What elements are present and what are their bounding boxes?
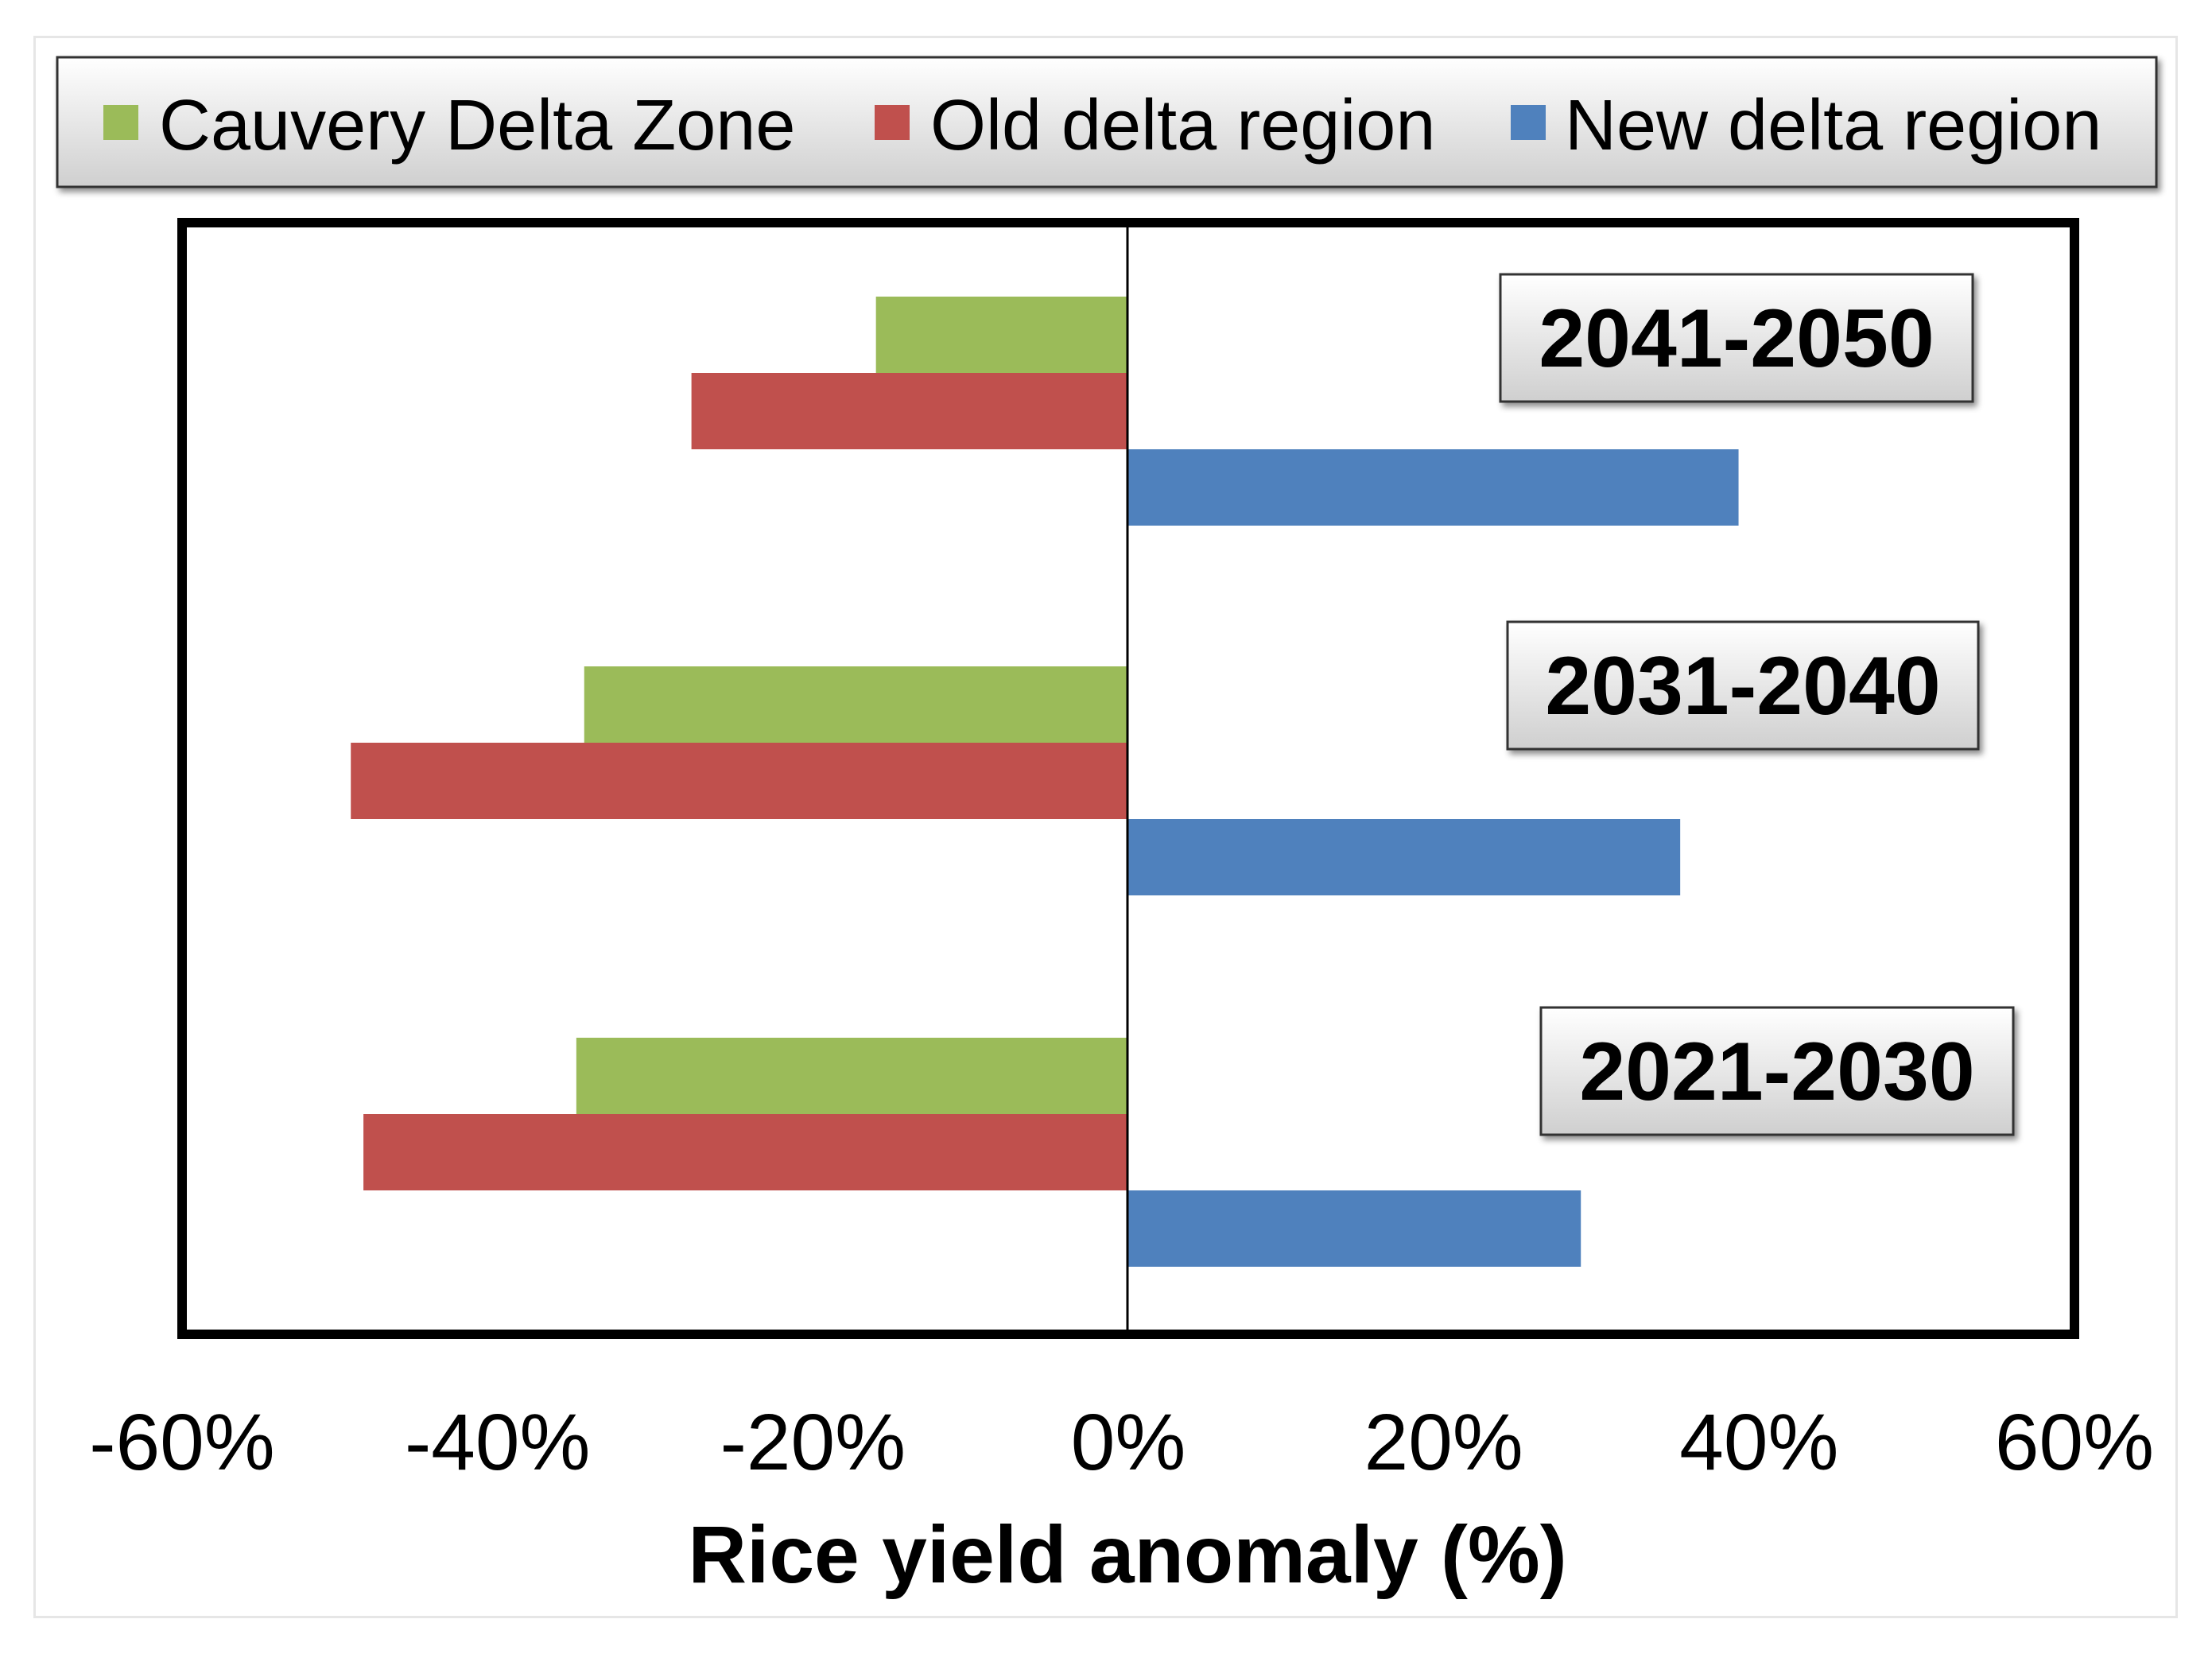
- legend-swatch-cauvery-delta-zone: [103, 105, 138, 140]
- bar-new-delta-region-2041-2050: [1128, 449, 1739, 526]
- bar-old-delta-region-2041-2050: [691, 373, 1128, 449]
- bar-old-delta-region-2021-2030: [363, 1114, 1128, 1190]
- x-tick-label-40: 40%: [1679, 1398, 1838, 1487]
- legend-label-cauvery-delta-zone: Cauvery Delta Zone: [159, 86, 795, 165]
- legend-swatch-new-delta-region: [1511, 105, 1546, 140]
- period-label-box-2031-2040: [1506, 620, 1980, 751]
- period-label-2031-2040: 2031-2040: [1545, 640, 1940, 732]
- legend: Cauvery Delta Zone Old delta region New de…: [56, 56, 2158, 188]
- period-label-box-2041-2050: [1499, 273, 1974, 403]
- x-tick-label-60: -60%: [89, 1398, 274, 1487]
- bar-new-delta-region-2021-2030: [1128, 1190, 1581, 1267]
- period-label-box-2021-2030: [1539, 1006, 2015, 1136]
- period-label-2041-2050: 2041-2050: [1539, 293, 1934, 385]
- bar-cauvery-delta-zone-2021-2030: [576, 1038, 1128, 1114]
- bar-cauvery-delta-zone-2031-2040: [584, 666, 1128, 743]
- bar-new-delta-region-2031-2040: [1128, 819, 1681, 895]
- bar-cauvery-delta-zone-2041-2050: [875, 297, 1128, 373]
- period-labels-group: 2041-2050 2031-2040 2021-2030: [1499, 273, 2015, 1136]
- x-tick-labels: -60% -40% -20% 0% 20% 40% 60%: [89, 1398, 2154, 1487]
- bars-group: [351, 297, 1739, 1267]
- figure-border: [33, 36, 2178, 1618]
- legend-label-new-delta-region: New delta region: [1565, 86, 2101, 165]
- legend-swatch-old-delta-region: [875, 105, 910, 140]
- x-axis-label: Rice yield anomaly (%): [688, 1509, 1566, 1600]
- x-tick-label-60: 60%: [1995, 1398, 2154, 1487]
- period-label-2021-2030: 2021-2030: [1579, 1026, 1974, 1118]
- legend-box: [56, 56, 2158, 188]
- x-tick-label-0: 0%: [1071, 1398, 1186, 1487]
- x-tick-label-40: -40%: [405, 1398, 590, 1487]
- x-tick-label-20: 20%: [1364, 1398, 1523, 1487]
- legend-label-old-delta-region: Old delta region: [930, 86, 1435, 165]
- bar-old-delta-region-2031-2040: [351, 743, 1128, 819]
- x-tick-label-20: -20%: [720, 1398, 906, 1487]
